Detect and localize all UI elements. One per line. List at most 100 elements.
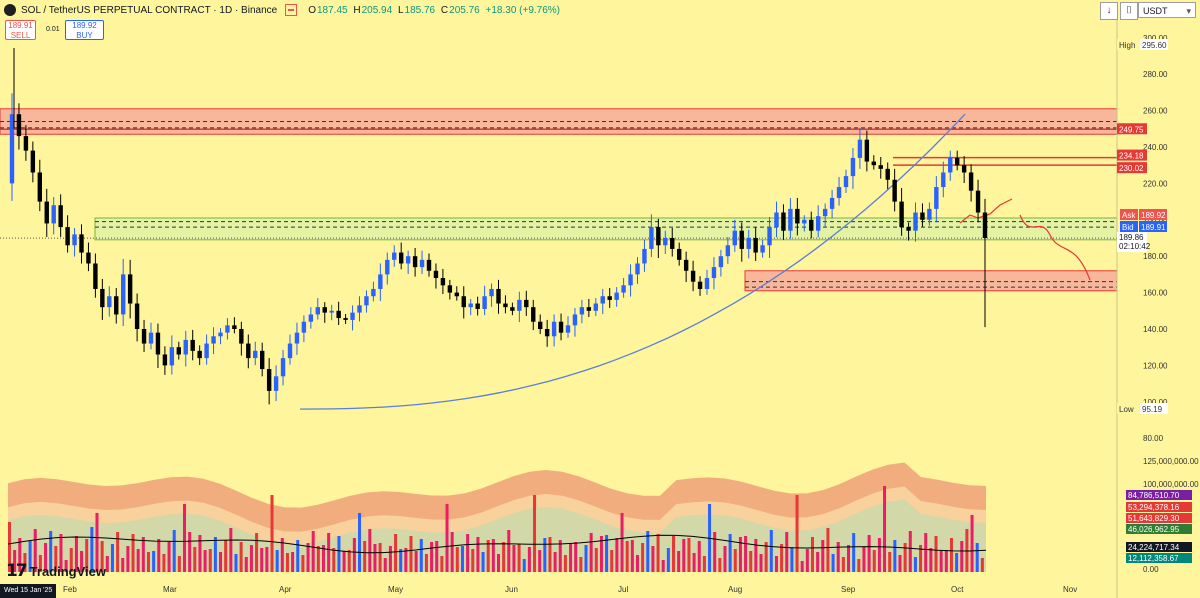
volume-bar-9 [54, 546, 58, 572]
candle-body-74 [524, 299, 529, 308]
candle-body-55 [392, 252, 397, 260]
candle-body-3 [30, 150, 36, 173]
volume-bar-28 [152, 551, 156, 572]
volume-bar-109 [569, 543, 573, 572]
volume-bar-77 [404, 548, 408, 572]
high-label-bg [1117, 39, 1139, 50]
candle-body-42 [301, 321, 307, 333]
candle-body-4 [37, 172, 42, 202]
candle-body-127 [892, 179, 897, 202]
candle-body-7 [58, 205, 63, 228]
buy-button[interactable]: 189.92 BUY [65, 20, 104, 40]
volume-bar-82 [430, 542, 434, 572]
volume-bar-67 [352, 538, 356, 572]
candle-body-32 [232, 325, 237, 329]
time-label-jul: Jul [618, 585, 628, 594]
candle-body-101 [711, 267, 717, 279]
ask-label-bg [1120, 209, 1138, 220]
candle-body-15 [114, 296, 119, 315]
volume-bar-102 [533, 495, 537, 572]
candle-body-112 [788, 208, 793, 231]
down-arrow-icon[interactable]: ↓ [1100, 2, 1118, 20]
candle-body-77 [544, 329, 550, 337]
volume-bar-182 [944, 550, 948, 572]
zone-2 [744, 270, 1118, 292]
volume-bar-2 [18, 538, 22, 572]
volume-bar-105 [548, 537, 552, 572]
candle-body-61 [433, 270, 439, 279]
candle-body-124 [871, 161, 876, 166]
fullscreen-icon[interactable]: ⌷ [1120, 2, 1138, 20]
volume-bar-21 [116, 532, 120, 572]
price-tick-8: 140.00 [1143, 325, 1168, 334]
volume-bar-54 [285, 553, 289, 572]
volume-bar-14 [80, 551, 84, 572]
bid-label: Bid [1122, 223, 1134, 232]
volume-bar-168 [872, 550, 876, 572]
volume-bar-48 [255, 533, 259, 572]
candle-body-66 [468, 303, 473, 308]
candle-body-50 [357, 305, 362, 313]
volume-bar-177 [919, 545, 923, 572]
zone-0 [0, 108, 1118, 135]
volume-bar-8 [49, 531, 53, 572]
volume-bar-141 [733, 549, 737, 572]
volume-bar-119 [620, 513, 624, 572]
volume-bar-24 [131, 534, 135, 572]
volume-bar-31 [167, 542, 171, 572]
candle-body-95 [670, 238, 675, 249]
ask-label: Ask [1122, 211, 1136, 220]
cursor-date: Wed 15 Jan '25 [0, 584, 57, 598]
volume-bar-7 [44, 543, 48, 572]
candle-body-119 [836, 187, 842, 198]
ohlc-values: O187.45 H205.94 L185.76 C205.76 +18.30 (… [308, 4, 561, 16]
candle-body-44 [315, 307, 320, 315]
alert-icon[interactable] [285, 4, 298, 16]
volume-bar-167 [867, 535, 871, 572]
candle-body-106 [746, 238, 751, 249]
price-tick-10: 100.00 [1143, 398, 1168, 407]
volume-bar-127 [661, 560, 665, 572]
candle-body-133 [934, 187, 939, 209]
candle-body-57 [405, 256, 411, 264]
price-tick-4: 220.00 [1143, 179, 1168, 188]
volume-bar-66 [347, 550, 351, 572]
volume-bar-46 [244, 557, 248, 572]
price-tick-3: 240.00 [1143, 143, 1168, 152]
candle-body-34 [246, 343, 251, 359]
candle-body-123 [864, 139, 870, 162]
symbol-title[interactable]: SOL / TetherUS PERPETUAL CONTRACT · 1D ·… [21, 4, 278, 16]
candle-body-58 [412, 256, 418, 268]
candle-body-33 [239, 329, 244, 344]
volume-bar-91 [476, 537, 480, 572]
volume-bar-123 [641, 543, 645, 572]
candle-body-89 [628, 274, 633, 286]
candle-body-79 [558, 321, 564, 333]
volume-badge-2: 51,643,829.30 [1128, 514, 1180, 523]
high-label: High [1119, 41, 1135, 50]
sell-button[interactable]: 189.91 SELL [5, 20, 36, 40]
volume-tick-0: 125,000,000.00 [1143, 457, 1199, 466]
currency-select[interactable]: USDT [1138, 2, 1196, 19]
volume-bar-172 [893, 540, 897, 572]
volume-bar-18 [100, 541, 104, 572]
volume-bar-85 [445, 504, 449, 572]
volume-bar-125 [651, 546, 655, 572]
time-label-jun: Jun [505, 585, 518, 594]
time-label-mar: Mar [163, 585, 177, 594]
volume-bar-143 [744, 536, 748, 572]
candle-body-98 [690, 270, 696, 282]
volume-bar-73 [383, 558, 387, 572]
candle-body-100 [704, 278, 710, 289]
candle-body-13 [100, 288, 105, 308]
volume-bar-138 [718, 558, 722, 572]
ask-value-bg [1139, 209, 1167, 220]
candle-body-126 [885, 168, 890, 180]
tradingview-logo[interactable]: 17 TradingView [6, 561, 107, 581]
volume-bar-124 [646, 531, 650, 572]
volume-bar-0 [8, 522, 11, 572]
time-label-feb: Feb [63, 585, 77, 594]
volume-bar-88 [460, 546, 464, 572]
candle-body-10 [79, 234, 84, 253]
